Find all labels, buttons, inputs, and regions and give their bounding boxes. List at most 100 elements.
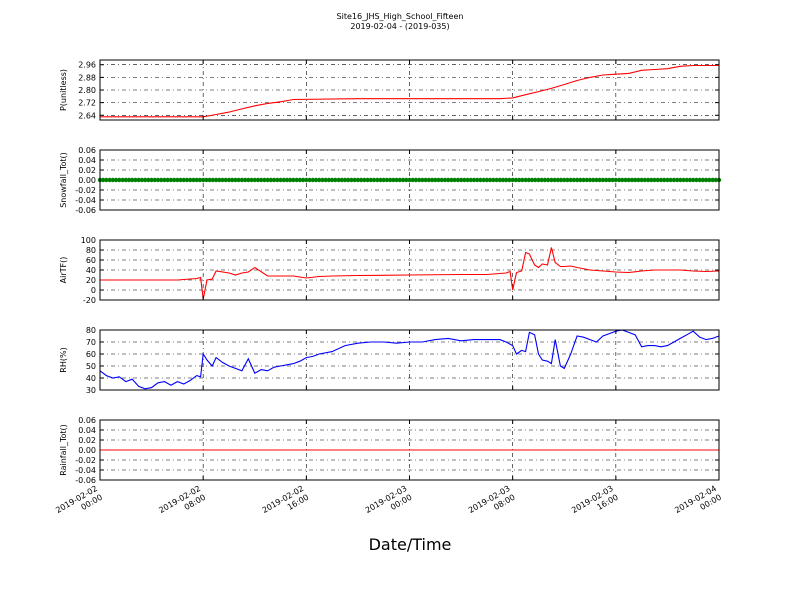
- data-point: [529, 177, 535, 183]
- data-point: [703, 177, 709, 183]
- data-point: [539, 177, 544, 183]
- data-point: [536, 177, 541, 183]
- y-tick-label: -0.04: [75, 466, 96, 475]
- y-tick-label: -0.04: [75, 196, 96, 205]
- data-point: [184, 177, 190, 183]
- data-point: [462, 177, 467, 183]
- data-point: [607, 177, 612, 183]
- data-point: [326, 177, 332, 183]
- data-point: [133, 177, 138, 183]
- data-point: [288, 177, 293, 183]
- data-point: [433, 177, 438, 183]
- data-point: [662, 177, 667, 183]
- data-point: [130, 177, 135, 183]
- series-line: [100, 64, 719, 118]
- y-axis-label: Rainfall_Tot(): [59, 424, 68, 476]
- data-point: [555, 177, 560, 183]
- data-point: [168, 177, 174, 183]
- y-tick-label: 40: [86, 266, 96, 275]
- data-point: [620, 177, 625, 183]
- data-point: [355, 177, 361, 183]
- data-point: [574, 177, 580, 183]
- data-point: [123, 177, 128, 183]
- data-point: [475, 177, 480, 183]
- data-point: [368, 177, 373, 183]
- data-point: [523, 177, 528, 183]
- y-tick-label: 0: [91, 286, 96, 295]
- data-point: [684, 177, 689, 183]
- data-point: [233, 177, 238, 183]
- x-tick-label: 2019-02-0208:00: [157, 484, 207, 524]
- data-point: [504, 177, 509, 183]
- data-point: [497, 177, 502, 183]
- data-point: [578, 177, 583, 183]
- data-point: [510, 177, 515, 183]
- data-point: [246, 177, 251, 183]
- y-tick-label: 0.00: [78, 176, 96, 185]
- data-point: [465, 177, 470, 183]
- y-tick-label: 100: [81, 236, 96, 245]
- data-point: [594, 177, 599, 183]
- data-point: [610, 177, 615, 183]
- data-point: [639, 177, 644, 183]
- data-point: [162, 177, 167, 183]
- data-point: [294, 177, 299, 183]
- panel-1: 2.64 2.72 2.80 2.88 2.96 P(unitless): [59, 59, 720, 121]
- axes-frame: [99, 59, 720, 121]
- y-axis-label: P(unitless): [59, 69, 68, 111]
- data-point: [687, 177, 693, 183]
- data-point: [213, 177, 219, 183]
- data-point: [426, 177, 431, 183]
- data-point: [697, 177, 702, 183]
- y-tick-label: 2.96: [78, 61, 96, 70]
- data-point: [597, 177, 602, 183]
- data-point: [371, 177, 377, 183]
- data-point: [268, 177, 274, 183]
- data-point: [549, 177, 554, 183]
- data-point: [645, 177, 651, 183]
- x-tick-label: 2019-02-0308:00: [467, 484, 517, 524]
- data-point: [442, 177, 448, 183]
- data-point: [691, 177, 696, 183]
- data-point: [265, 177, 270, 183]
- data-point: [674, 177, 680, 183]
- data-point: [362, 177, 367, 183]
- y-tick-label: 80: [86, 326, 96, 335]
- data-point: [446, 177, 451, 183]
- y-tick-label: -0.06: [75, 206, 96, 215]
- data-point: [568, 177, 573, 183]
- y-tick-label: 0.04: [78, 426, 96, 435]
- data-point: [649, 177, 654, 183]
- data-point: [665, 177, 670, 183]
- panel-2: 0.060.040.020.00-0.02-0.04-0.06 Snowfall_…: [59, 146, 722, 215]
- data-point: [307, 177, 312, 183]
- y-tick-label: 40: [86, 374, 96, 383]
- data-point: [545, 177, 551, 183]
- data-point: [110, 177, 116, 183]
- data-point: [236, 177, 241, 183]
- data-point: [230, 177, 235, 183]
- data-point: [533, 177, 538, 183]
- data-point: [384, 177, 390, 183]
- panels: 2.642.722.802.882.96P(unitless)0.060.040…: [59, 59, 722, 485]
- y-axis-label: Snowfall_Tot(): [59, 152, 68, 208]
- data-point: [313, 177, 319, 183]
- data-point: [378, 177, 383, 183]
- data-point: [562, 177, 567, 183]
- data-point: [481, 177, 486, 183]
- data-point: [159, 177, 164, 183]
- data-point: [671, 177, 677, 183]
- data-point: [388, 177, 393, 183]
- data-point: [587, 177, 593, 183]
- data-point: [252, 177, 257, 183]
- data-point: [400, 177, 406, 183]
- data-point: [700, 177, 706, 183]
- data-point: [420, 177, 425, 183]
- data-point: [707, 177, 712, 183]
- data-point: [584, 177, 589, 183]
- data-point: [175, 177, 180, 183]
- data-point: [642, 177, 647, 183]
- data-point: [304, 177, 309, 183]
- y-tick-label: -0.02: [75, 186, 96, 195]
- data-point: [410, 177, 415, 183]
